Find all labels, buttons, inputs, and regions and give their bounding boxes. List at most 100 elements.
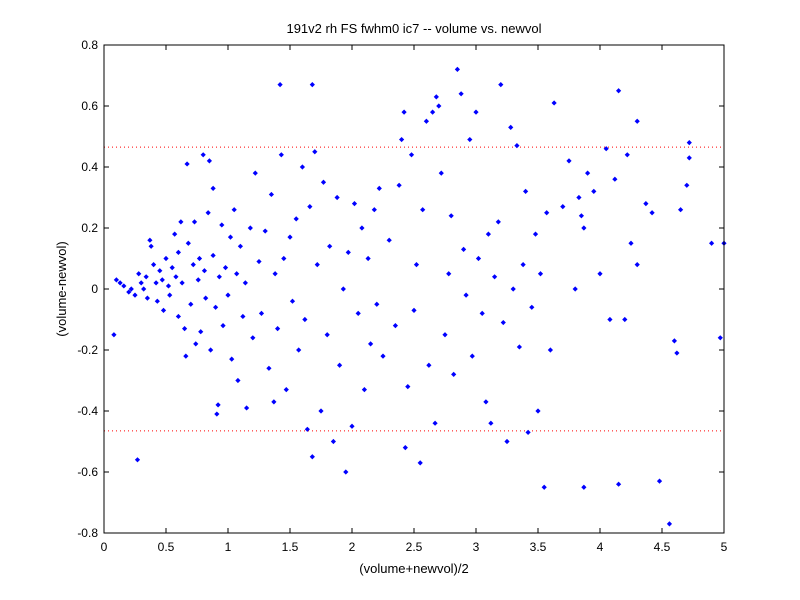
data-point (351, 201, 358, 207)
data-point (314, 262, 320, 268)
data-point (566, 158, 572, 164)
data-point (504, 438, 510, 445)
x-tick-label: 0 (101, 540, 108, 554)
data-point (258, 310, 265, 316)
data-point (603, 146, 609, 152)
data-point (461, 246, 467, 252)
data-point (463, 292, 469, 298)
data-point (612, 176, 618, 182)
data-point (304, 426, 310, 432)
data-point (173, 274, 179, 280)
y-tick-label: 0.8 (81, 38, 98, 52)
data-point (643, 201, 649, 207)
data-point (442, 332, 448, 338)
data-point (446, 271, 452, 277)
data-point (277, 82, 283, 88)
y-tick-label: -0.2 (77, 343, 98, 357)
data-point (508, 124, 514, 130)
reference-lines (104, 146, 724, 432)
data-point (216, 274, 222, 280)
data-point (320, 179, 327, 185)
data-point (374, 301, 380, 307)
data-point (235, 377, 241, 384)
data-point (210, 252, 216, 259)
data-point (278, 152, 284, 158)
data-point (136, 271, 142, 277)
data-point (225, 292, 231, 298)
y-tick-label: 0.4 (81, 160, 98, 174)
data-point (581, 484, 587, 490)
data-point (469, 353, 475, 359)
x-tick-label: 1 (225, 540, 232, 554)
data-point (256, 258, 262, 265)
axis-ticks: 0 0.5 1 1.5 2 2.5 3 3.5 4 4.5 5 0.8 0.6 0.4 0.2 0 -0.2 -0… (77, 38, 727, 554)
data-point (324, 332, 330, 338)
data-point (272, 271, 278, 277)
data-point (299, 164, 305, 170)
data-point (163, 255, 169, 262)
x-tick-label: 1.5 (282, 540, 299, 554)
data-point (266, 365, 272, 371)
y-tick-label: -0.6 (77, 465, 98, 479)
data-point (151, 262, 157, 268)
data-point (343, 469, 349, 475)
data-point (686, 140, 692, 146)
data-point (411, 307, 417, 313)
data-point (281, 255, 287, 262)
x-tick-label: 4 (597, 540, 604, 554)
data-point (417, 460, 423, 466)
data-point (345, 249, 351, 255)
data-point (510, 286, 516, 292)
data-point (525, 429, 531, 435)
data-point (560, 204, 566, 210)
data-point (250, 335, 256, 341)
data-point (160, 307, 167, 313)
data-point (148, 243, 154, 249)
data-point (215, 402, 221, 408)
data-point (183, 353, 189, 359)
data-point (229, 356, 235, 362)
data-point (365, 255, 371, 262)
data-point (330, 438, 336, 445)
data-point (607, 316, 613, 323)
data-point (182, 326, 188, 332)
data-point (408, 152, 415, 158)
data-point (275, 326, 281, 332)
data-point (622, 316, 628, 323)
data-point (206, 158, 212, 164)
data-point (312, 149, 318, 155)
data-point (184, 161, 190, 167)
data-point (296, 347, 302, 353)
data-point (628, 240, 634, 246)
data-point (396, 182, 402, 188)
data-point (220, 323, 226, 329)
data-point (535, 408, 541, 414)
data-point (649, 210, 655, 216)
data-point (495, 219, 501, 225)
data-point (674, 350, 680, 356)
data-point (432, 420, 438, 426)
data-point (458, 91, 464, 97)
data-point (634, 118, 640, 124)
data-point (165, 283, 172, 289)
data-point (544, 210, 550, 216)
data-point (268, 191, 274, 198)
data-point (203, 295, 209, 301)
data-point (483, 399, 489, 405)
data-point (193, 341, 199, 347)
data-point (141, 286, 147, 292)
data-point (624, 152, 630, 158)
data-point (213, 304, 219, 310)
data-point (498, 82, 504, 88)
data-point (514, 143, 520, 149)
y-tick-label: -0.8 (77, 526, 98, 540)
data-point (121, 283, 127, 289)
data-point (516, 344, 522, 350)
data-point (159, 277, 165, 283)
data-point (167, 292, 173, 298)
data-point (227, 234, 234, 240)
data-point (244, 405, 250, 411)
data-point (402, 445, 408, 451)
data-point (572, 286, 578, 292)
